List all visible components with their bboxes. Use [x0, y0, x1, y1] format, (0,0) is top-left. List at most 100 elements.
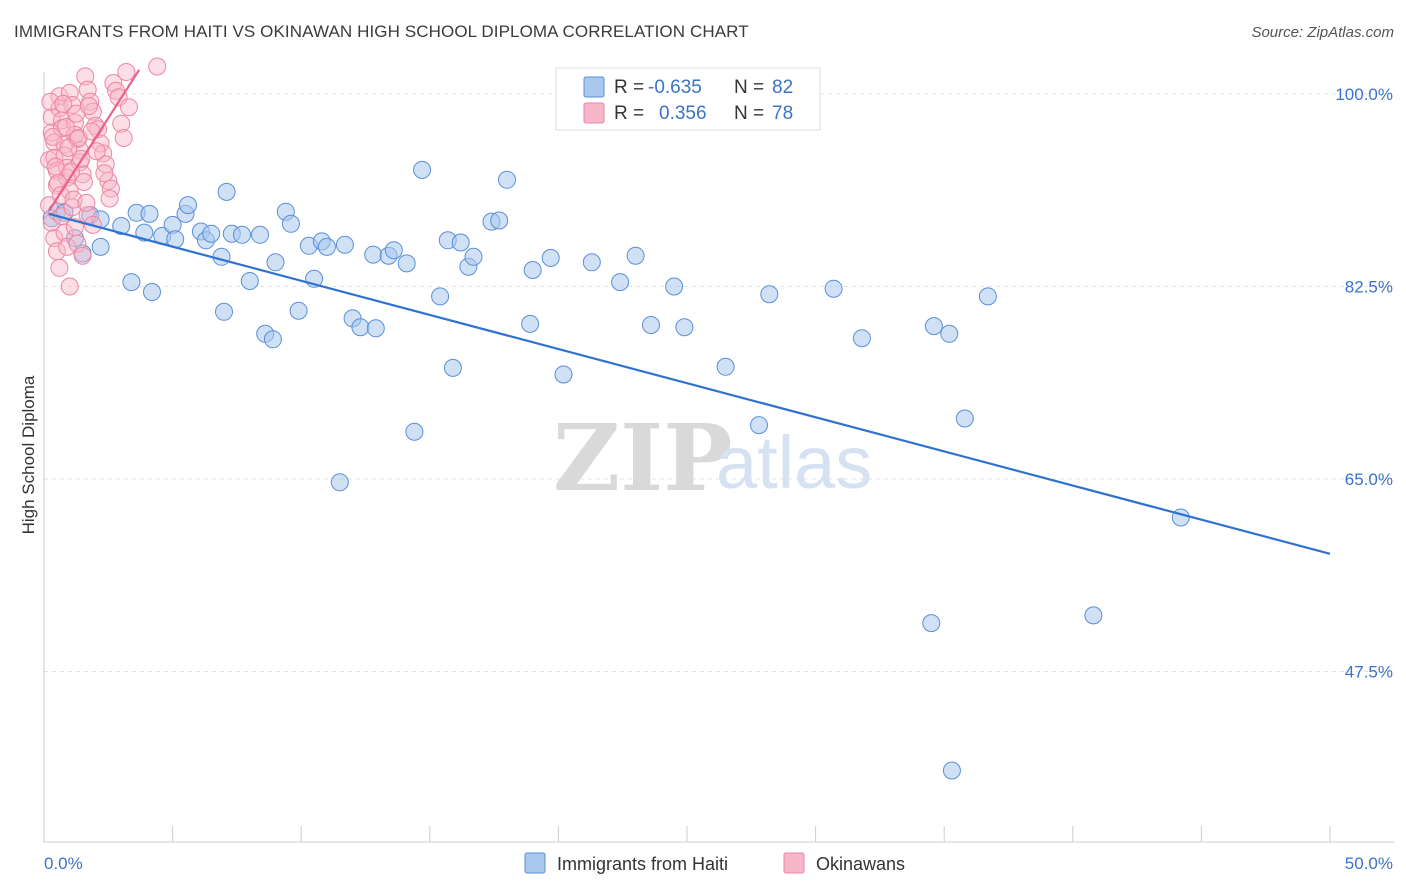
y-tick-labels: 100.0% 82.5% 65.0% 47.5% — [1335, 85, 1393, 682]
haiti-data-point — [212, 247, 231, 266]
haiti-data-point — [940, 324, 959, 343]
haiti-data-point — [112, 217, 131, 235]
haiti-data-point — [611, 273, 630, 292]
haiti-data-point — [397, 254, 416, 273]
y-axis-title: High School Diploma — [19, 375, 38, 534]
haiti-data-point — [266, 253, 285, 272]
okinawans-data-point — [148, 57, 167, 76]
haiti-data-point — [521, 314, 540, 333]
y-tick-label: 82.5% — [1345, 278, 1393, 297]
haiti-data-point — [523, 261, 542, 279]
okinawans-data-point — [58, 237, 77, 256]
okinawans-data-point — [112, 114, 131, 133]
okinawans-data-point — [74, 173, 93, 191]
watermark-atlas: atlas — [716, 421, 872, 504]
haiti-data-point — [122, 273, 141, 292]
haiti-data-point — [217, 182, 236, 201]
series-legend-label-okinawans: Okinawans — [816, 854, 905, 874]
haiti-data-point — [642, 316, 660, 334]
haiti-data-point — [760, 285, 779, 304]
haiti-data-point — [443, 358, 462, 377]
y-tick-label: 65.0% — [1345, 470, 1393, 489]
y-tick-label: 100.0% — [1335, 85, 1393, 104]
legend-swatch-pink — [583, 102, 605, 124]
chart-title: IMMIGRANTS FROM HAITI VS OKINAWAN HIGH S… — [14, 22, 749, 41]
haiti-data-point — [498, 170, 516, 189]
x-tick-label: 0.0% — [44, 854, 83, 873]
haiti-data-point — [317, 237, 336, 256]
haiti-data-point — [281, 214, 300, 233]
haiti-data-point — [852, 329, 871, 348]
haiti-data-point — [202, 224, 221, 243]
haiti-data-point — [942, 761, 961, 780]
haiti-data-point — [405, 422, 424, 441]
haiti-data-point — [135, 223, 154, 242]
okinawans-trend-line — [48, 69, 141, 212]
okinawans-data-point — [82, 122, 101, 141]
haiti-data-point — [233, 225, 251, 244]
haiti-data-point — [384, 241, 403, 260]
legend-r-label-blue: R = — [614, 77, 644, 98]
okinawans-data-point — [40, 196, 59, 215]
okinawans-data-point — [73, 165, 92, 184]
haiti-data-point — [626, 246, 645, 265]
okinawans-data-point — [44, 127, 62, 146]
watermark: ZIP atlas — [553, 404, 872, 512]
haiti-data-point — [251, 225, 269, 244]
legend-n-label-blue: N = — [734, 77, 764, 98]
haiti-data-point — [978, 287, 997, 306]
legend-n-value-pink: 78 — [772, 103, 793, 124]
haiti-data-point — [665, 277, 684, 296]
haiti-data-point — [582, 253, 601, 272]
haiti-data-point — [91, 237, 110, 256]
haiti-data-point — [924, 317, 943, 336]
series-legend-label-haiti: Immigrants from Haiti — [557, 854, 728, 874]
okinawans-data-point — [100, 189, 119, 208]
series-legend-swatch-okinawans — [783, 852, 805, 874]
haiti-data-point — [143, 283, 161, 301]
okinawans-data-point — [73, 246, 92, 265]
haiti-data-point — [366, 319, 385, 338]
haiti-data-point — [364, 245, 383, 264]
haiti-data-point — [289, 301, 308, 320]
haiti-data-point — [716, 357, 735, 376]
okinawans-data-point — [95, 164, 114, 183]
okinawans-data-point — [80, 97, 98, 116]
okinawans-data-point — [117, 63, 136, 81]
haiti-data-point — [675, 318, 694, 337]
okinawans-data-point — [46, 157, 65, 176]
axes — [43, 72, 1394, 843]
okinawans-data-point — [77, 193, 96, 212]
legend-n-value-blue: 82 — [772, 77, 793, 98]
okinawans-data-point — [114, 129, 133, 147]
okinawans-data-point — [119, 98, 138, 117]
legend-r-value-pink: 0.356 — [659, 103, 707, 124]
haiti-data-point — [554, 365, 573, 384]
haiti-data-point — [750, 416, 768, 435]
legend-r-value-blue: -0.635 — [648, 77, 702, 98]
okinawans-data-point — [76, 67, 95, 86]
x-ticks: 0.0% 50.0% — [43, 826, 1393, 873]
haiti-data-point — [351, 318, 370, 337]
y-tick-label: 47.5% — [1345, 663, 1393, 682]
watermark-zip: ZIP — [553, 404, 732, 512]
legend-r-label-pink: R = — [614, 103, 644, 124]
okinawans-data-point — [68, 234, 87, 253]
haiti-data-point — [431, 287, 450, 306]
haiti-data-point — [824, 279, 843, 298]
haiti-data-point — [179, 196, 197, 215]
legend-n-label-pink: N = — [734, 103, 764, 124]
okinawans-data-point — [54, 94, 73, 113]
haiti-data-point — [263, 330, 282, 349]
correlation-legend: R = -0.635 N = 82 R = 0.356 N = 78 — [555, 67, 821, 131]
okinawans-data-point — [63, 198, 82, 217]
haiti-data-point — [451, 233, 470, 252]
haiti-data-point — [140, 204, 159, 223]
okinawans-data-point — [55, 223, 74, 242]
gridlines — [44, 93, 1394, 672]
haiti-data-point — [922, 614, 941, 633]
haiti-trend-line — [48, 212, 1331, 555]
okinawans-data-point — [101, 179, 120, 198]
haiti-data-point — [955, 409, 974, 428]
